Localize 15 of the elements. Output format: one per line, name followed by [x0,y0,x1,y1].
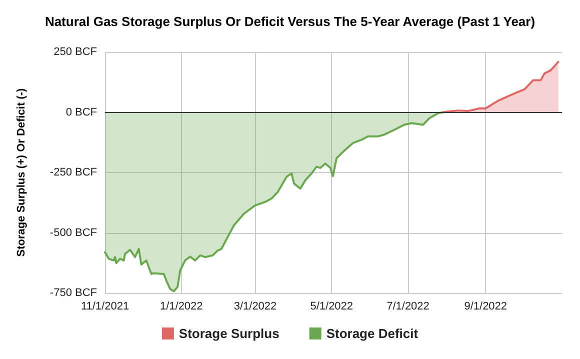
x-tick-label: 7/1/2022 [386,300,430,312]
legend-label: Storage Deficit [326,326,419,341]
y-tick-label: 0 BCF [66,106,98,118]
legend-label: Storage Surplus [178,326,280,341]
y-tick-label: -250 BCF [50,166,98,178]
y-axis-title: Storage Surplus (+) Or Deficit (-) [16,88,28,257]
y-tick-label: -750 BCF [50,287,98,299]
chart-title: Natural Gas Storage Surplus Or Deficit Versus The 5-Year Average (Past 1 Year) [44,14,536,29]
x-tick-label: 1/1/2022 [160,300,203,312]
x-tick-label: 5/1/2022 [310,300,354,312]
x-tick-label: 3/1/2022 [234,300,277,312]
x-tick-label: 11/1/2021 [80,300,130,312]
x-tick-label: 9/1/2022 [464,300,508,312]
y-tick-label: 250 BCF [54,46,98,58]
y-tick-label: -500 BCF [50,226,98,239]
